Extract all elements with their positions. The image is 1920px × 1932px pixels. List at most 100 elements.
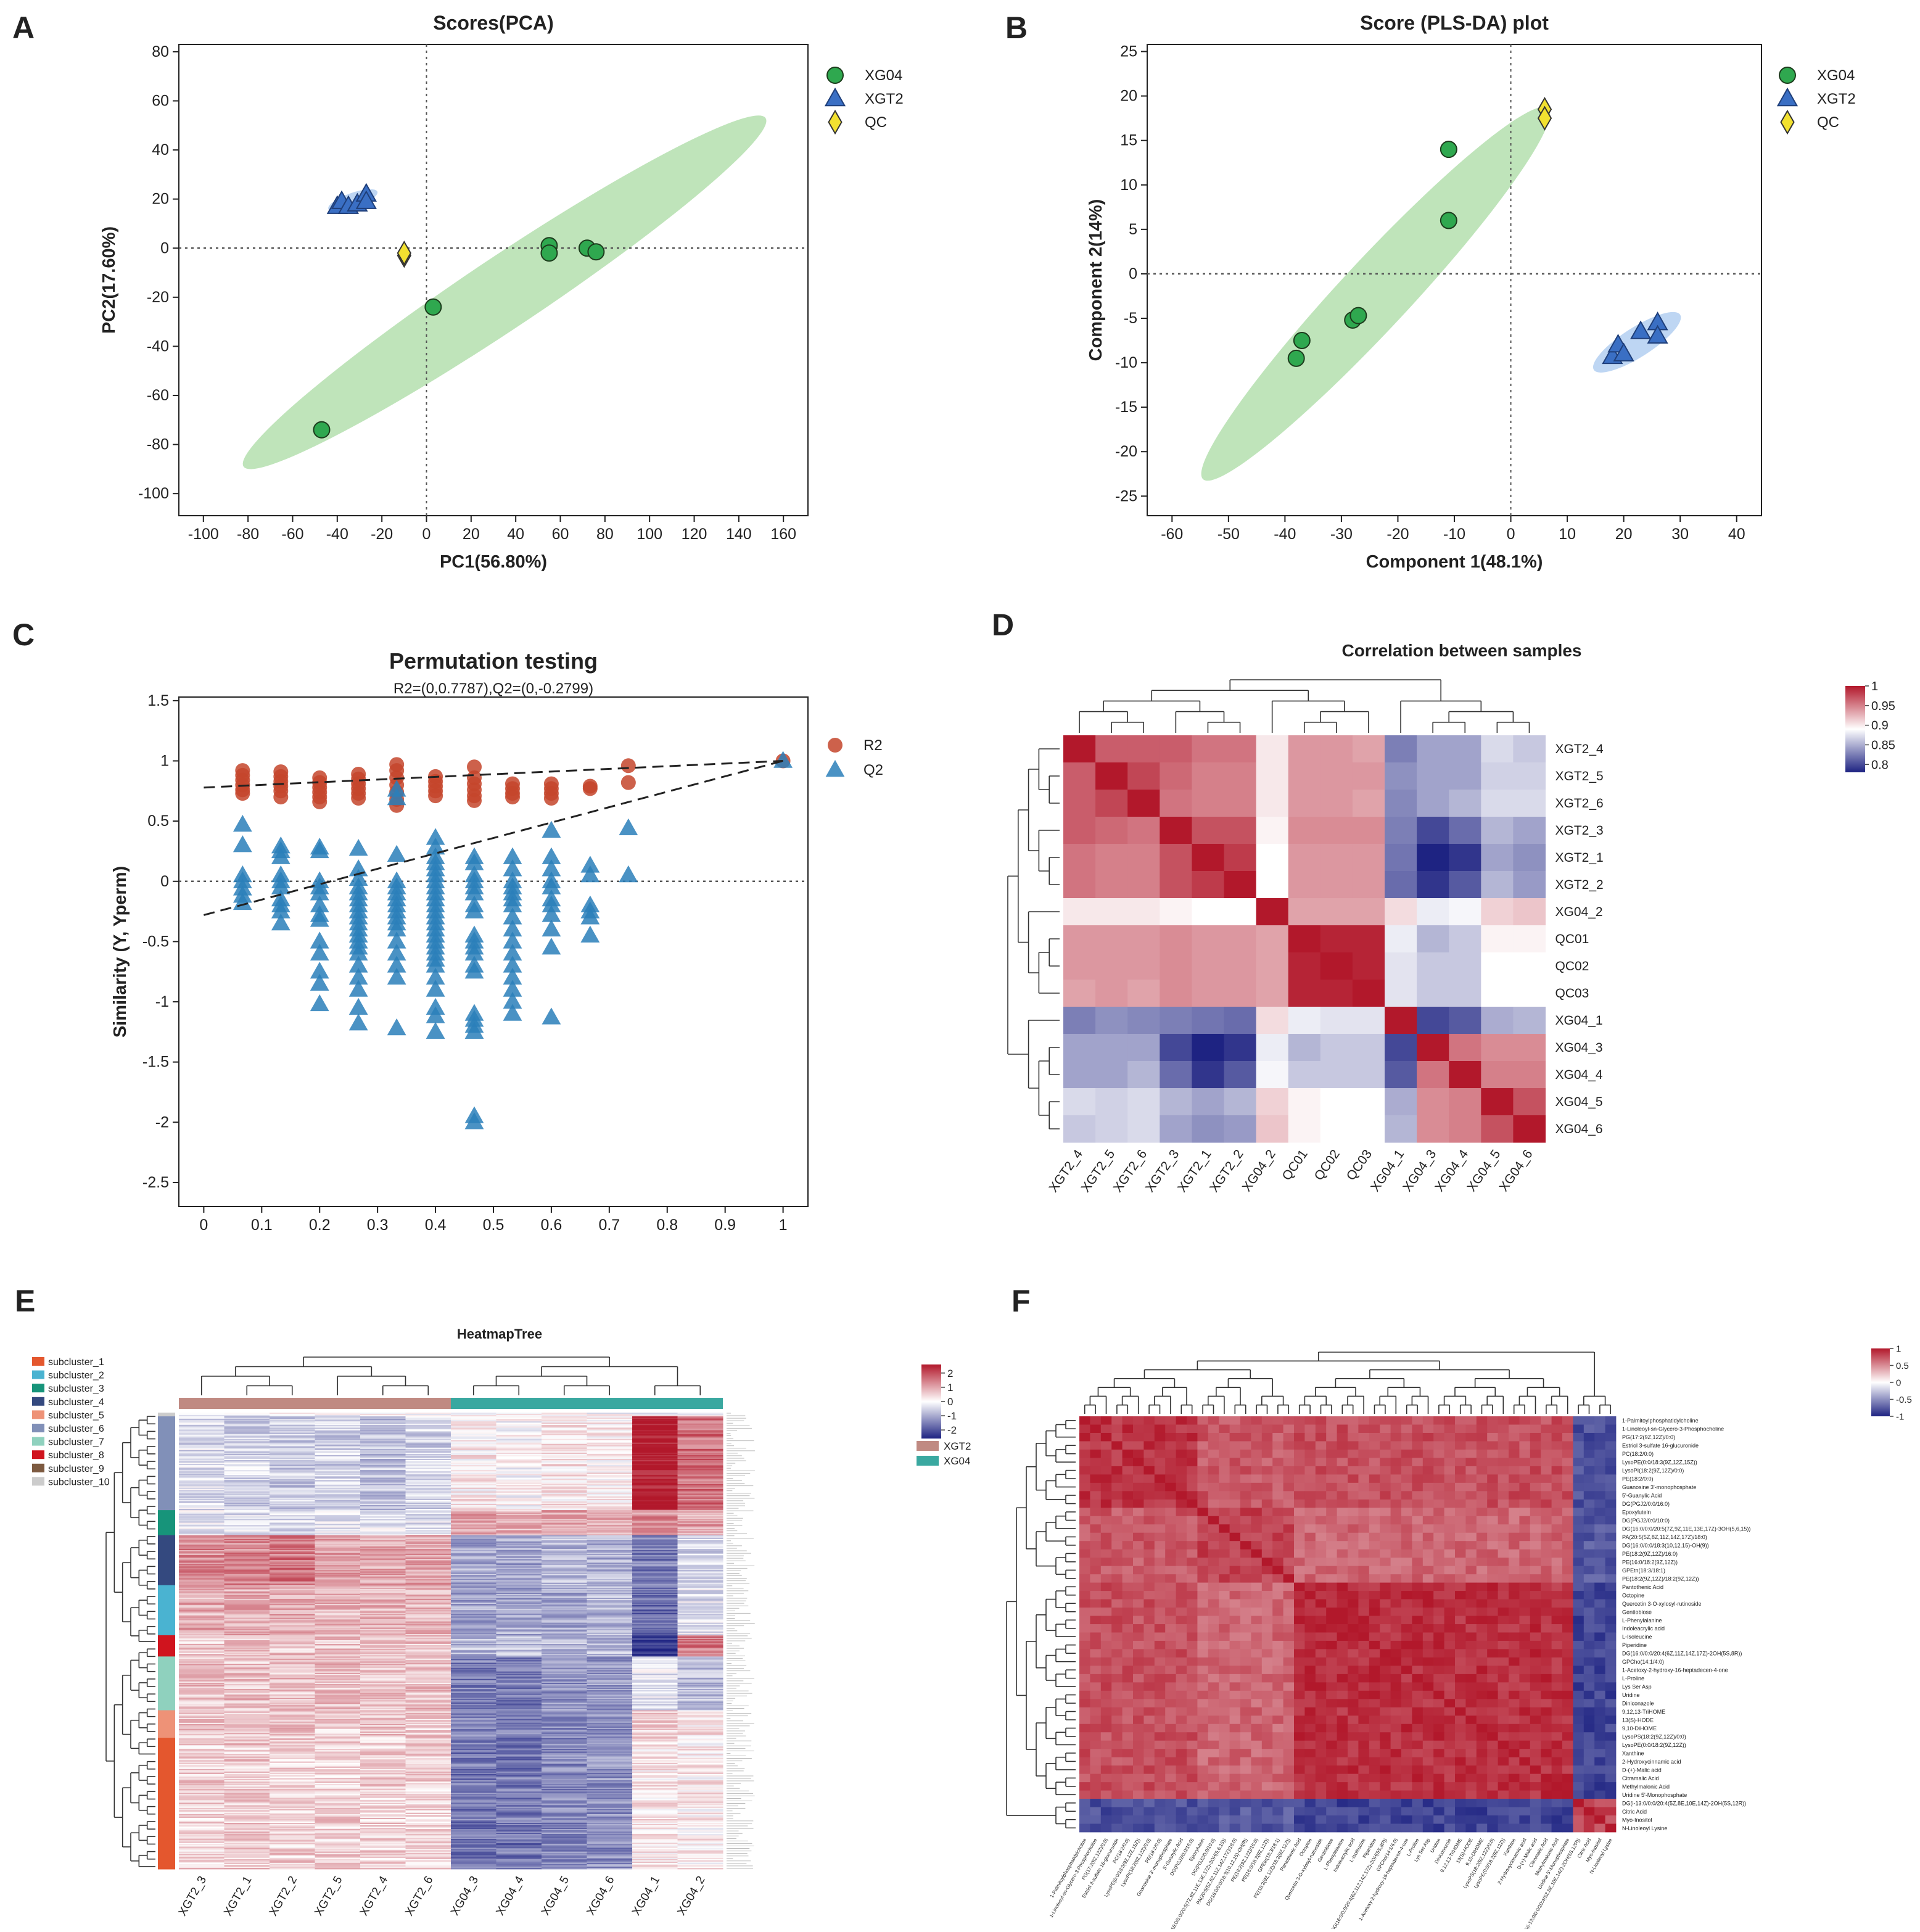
data-point-q2	[387, 1018, 406, 1035]
heatmap-cell	[1417, 1115, 1449, 1143]
heatmap-cell	[1256, 952, 1289, 980]
subcluster-bar	[158, 1510, 175, 1535]
y-tick-label: 1	[160, 752, 169, 769]
y-tick-label: 1.5	[147, 692, 169, 709]
heatmap-cell	[1160, 898, 1192, 926]
data-point-r2	[583, 781, 598, 796]
heatmap-cell	[1417, 1061, 1449, 1089]
heatmap-cell	[1224, 735, 1257, 763]
heatmap-cell	[1513, 1061, 1546, 1089]
data-point-q2	[310, 994, 329, 1011]
row-label: XGT2_6	[1555, 796, 1604, 811]
heatmap-cell	[1481, 1115, 1514, 1143]
heatmap-cell	[1353, 1034, 1385, 1062]
heatmap-cell	[1256, 871, 1289, 899]
heatmap-cell	[1192, 844, 1224, 872]
heatmap-cell	[1256, 1061, 1289, 1089]
y-tick-label: -25	[1115, 487, 1137, 505]
heatmap-cell	[1513, 1034, 1546, 1062]
colorbar-tick-label: 0.85	[1871, 738, 1895, 752]
heatmap-cell	[1256, 844, 1289, 872]
heatmap-cell	[1385, 1034, 1417, 1062]
heatmap-cell	[1288, 762, 1321, 790]
heatmap-cell	[1449, 1115, 1481, 1143]
heatmap-cell	[1127, 898, 1160, 926]
y-tick-label: -5	[1124, 310, 1137, 327]
heatmap-cell	[1353, 1088, 1385, 1116]
heatmap-cell	[1127, 1088, 1160, 1116]
legend-label: QC	[1817, 114, 1839, 131]
x-tick-label: -100	[188, 526, 219, 543]
heatmap-cell	[1288, 1088, 1321, 1116]
subcluster-bar	[158, 1585, 175, 1636]
chart-subtitle: R2=(0,0.7787),Q2=(0,-0.2799)	[393, 680, 593, 697]
y-tick-label: 0	[1129, 265, 1137, 283]
heatmap-cell	[1160, 1088, 1192, 1116]
y-tick-label: -20	[147, 289, 169, 306]
x-tick-label: 120	[682, 526, 707, 543]
row-label: QC02	[1555, 959, 1589, 973]
data-point-xg04	[1288, 350, 1304, 366]
heatmap-cell	[1063, 1034, 1096, 1062]
data-point-xg04	[1441, 141, 1457, 157]
legend-label: R2	[863, 737, 883, 754]
data-point-q2	[580, 926, 599, 943]
data-point-r2	[621, 775, 636, 790]
data-point-q2	[349, 839, 368, 856]
heatmap-cell	[1417, 898, 1449, 926]
heatmap-cell	[1385, 735, 1417, 763]
heatmap-cell	[1095, 952, 1128, 980]
legend-label: QC	[865, 114, 887, 131]
y-tick-label: -15	[1115, 398, 1137, 416]
row-label: XGT2_3	[1555, 824, 1604, 838]
row-label: XG04_3	[1555, 1041, 1603, 1055]
heatmap-cell	[1321, 1034, 1353, 1062]
data-point-q2	[426, 1022, 445, 1039]
x-tick-label: 40	[1728, 526, 1745, 543]
heatmap-cell	[1288, 1034, 1321, 1062]
heatmap-cell	[1256, 790, 1289, 817]
heatmap-cell	[1192, 762, 1224, 790]
panel-label-f: F	[1012, 1284, 1031, 1318]
heatmap-cell	[1224, 980, 1257, 1007]
column-label: XG04_2	[1240, 1147, 1279, 1194]
heatmap-cell	[1095, 735, 1128, 763]
row-label: XG04_5	[1555, 1095, 1603, 1109]
subcluster-bar	[158, 1656, 175, 1711]
heatmap-cell	[1417, 1034, 1449, 1062]
row-label: XG04_2	[1555, 905, 1603, 919]
heatmap-cell	[1160, 1115, 1192, 1143]
data-point-q2	[349, 998, 368, 1015]
heatmap-cell	[1321, 790, 1353, 817]
heatmap-cell	[1192, 1007, 1224, 1034]
x-tick-label: 10	[1559, 526, 1576, 543]
subcluster-bar	[158, 1711, 175, 1738]
heatmap-cell	[1192, 1061, 1224, 1089]
x-tick-label: 0.1	[251, 1216, 273, 1234]
x-tick-label: 0.7	[598, 1216, 620, 1234]
legend-marker-xg04	[827, 67, 843, 83]
heatmap-cell	[1256, 898, 1289, 926]
legend-marker-qc	[1781, 111, 1794, 133]
row-label: QC01	[1555, 932, 1589, 946]
x-tick-label: 100	[637, 526, 662, 543]
y-tick-label: -10	[1115, 354, 1137, 371]
heatmap-cell	[1192, 925, 1224, 953]
heatmap-cell	[1417, 980, 1449, 1007]
heatmap-cell	[1063, 1088, 1096, 1116]
heatmap-cell	[1353, 790, 1385, 817]
row-label: XGT2_2	[1555, 878, 1604, 892]
confidence-ellipse-xg04	[1178, 85, 1573, 503]
heatmap-cell	[1417, 790, 1449, 817]
heatmap-cell	[1353, 871, 1385, 899]
heatmap-cell	[1385, 871, 1417, 899]
x-tick-label: 30	[1671, 526, 1689, 543]
heatmap-cell	[1095, 1088, 1128, 1116]
heatmap-cell	[1063, 871, 1096, 899]
heatmap-cell	[1063, 925, 1096, 953]
heatmap-cell	[1256, 925, 1289, 953]
heatmap-cell	[1192, 898, 1224, 926]
heatmap-cell	[1288, 790, 1321, 817]
data-point-r2	[621, 758, 636, 773]
